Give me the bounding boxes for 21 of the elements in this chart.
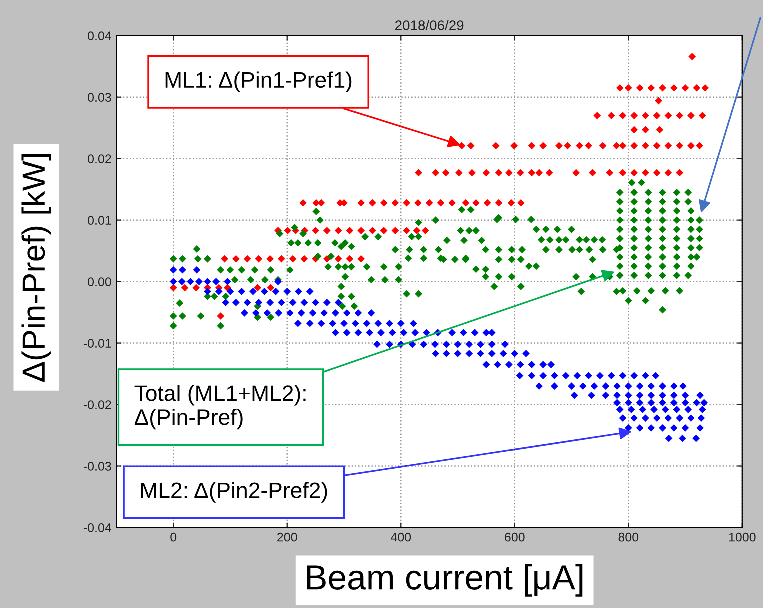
y-tick-label: 0.03 bbox=[88, 93, 112, 102]
y-tick-label: -0.01 bbox=[84, 339, 112, 348]
chart-title: 2018/06/29 bbox=[396, 20, 464, 30]
annotation: ML2: Δ(Pin2-Pref2) bbox=[141, 482, 328, 503]
x-tick-label: 0 bbox=[170, 532, 177, 542]
x-axis-title: Beam current [μA] bbox=[307, 564, 583, 597]
y-tick-label: -0.02 bbox=[84, 400, 112, 410]
x-tick-label: 400 bbox=[390, 532, 412, 542]
y-tick-label: 0.04 bbox=[88, 32, 112, 41]
y-tick-label: 0.02 bbox=[88, 154, 112, 164]
x-tick-label: 200 bbox=[278, 532, 298, 542]
y-tick-label: 0.01 bbox=[88, 216, 112, 225]
y-axis-title: Δ(Pin-Pref) [kW] bbox=[22, 154, 52, 382]
x-tick-label: 1000 bbox=[729, 532, 756, 542]
annotation: ML1: Δ(Pin1-Pref1) bbox=[166, 72, 352, 92]
y-tick-label: 0.00 bbox=[88, 278, 112, 286]
x-tick-label: 600 bbox=[505, 532, 525, 542]
x-tick-label: 800 bbox=[618, 532, 639, 542]
y-tick-label: -0.03 bbox=[84, 462, 112, 471]
y-tick-label: -0.04 bbox=[84, 524, 112, 532]
annotation: Total (ML1+ML2): Δ(Pin-Pref) bbox=[134, 385, 306, 430]
